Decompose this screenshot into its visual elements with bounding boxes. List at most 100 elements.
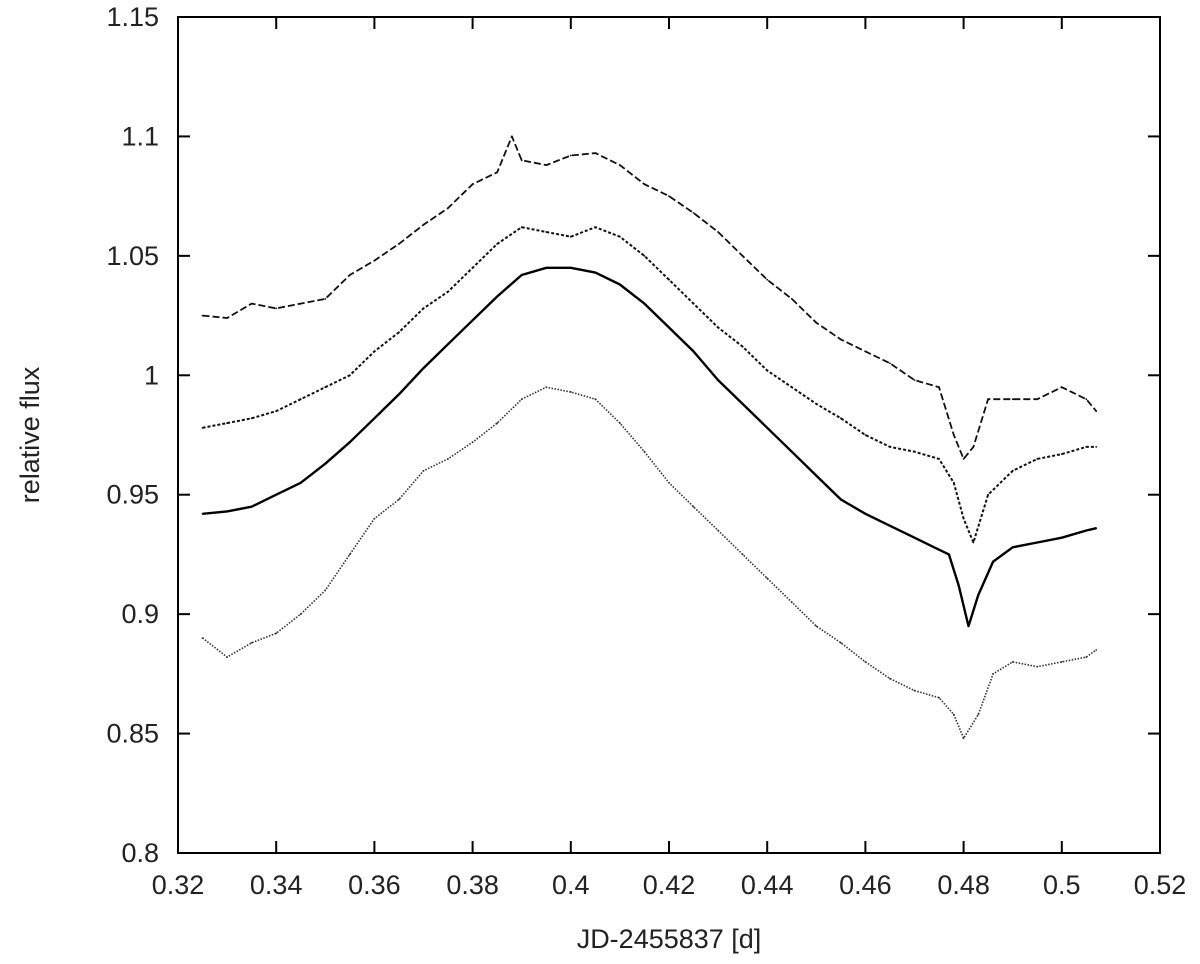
series-2 bbox=[201, 226, 1098, 544]
series-2-point bbox=[972, 541, 975, 544]
series-layer bbox=[201, 135, 1098, 740]
series-3-point bbox=[250, 505, 253, 508]
series-1-point bbox=[972, 446, 975, 448]
series-1-point bbox=[952, 434, 955, 436]
series-2-point bbox=[815, 403, 818, 405]
series-4-point bbox=[1060, 661, 1063, 663]
series-1-point bbox=[299, 302, 302, 305]
series-3-point bbox=[275, 493, 278, 496]
series-2-point bbox=[398, 331, 400, 334]
series-2-point bbox=[790, 386, 793, 389]
x-tick-label: 0.52 bbox=[1134, 870, 1187, 900]
series-2-point bbox=[324, 386, 327, 389]
series-3-point bbox=[545, 266, 548, 269]
series-1-point bbox=[766, 278, 769, 281]
series-4-point bbox=[815, 625, 818, 627]
series-4-point bbox=[299, 613, 302, 615]
x-axis-title: JD-2455837 [d] bbox=[577, 924, 762, 954]
series-4-point bbox=[1036, 665, 1039, 668]
series-1-point bbox=[692, 212, 695, 214]
series-2-point bbox=[569, 235, 572, 238]
series-4-point bbox=[952, 713, 955, 716]
series-4-point bbox=[201, 637, 204, 639]
series-2-point bbox=[545, 231, 548, 233]
series-3 bbox=[201, 266, 1098, 628]
y-tick-label: 1.1 bbox=[121, 121, 159, 151]
series-2-point bbox=[250, 417, 253, 420]
series-2-point bbox=[864, 434, 867, 436]
series-2-point bbox=[447, 290, 449, 293]
series-1-point bbox=[1011, 398, 1014, 401]
y-tick-label: 1.05 bbox=[106, 241, 159, 271]
series-4-point bbox=[594, 398, 597, 401]
series-1 bbox=[201, 135, 1098, 460]
series-4-point bbox=[471, 441, 474, 444]
series-1-point bbox=[840, 338, 842, 341]
series-3-point bbox=[1085, 529, 1088, 532]
series-2-point bbox=[1060, 453, 1063, 455]
series-3-point bbox=[520, 274, 523, 276]
series-1-point bbox=[815, 321, 818, 324]
series-4-point bbox=[496, 422, 499, 424]
series-4-point bbox=[913, 689, 916, 692]
series-2-point bbox=[717, 326, 719, 329]
y-tick-label: 1.15 bbox=[106, 2, 159, 32]
series-4-point bbox=[520, 398, 523, 401]
series-3-point bbox=[889, 524, 891, 527]
series-4-point bbox=[226, 656, 229, 658]
series-2-point bbox=[619, 235, 621, 238]
series-1-point bbox=[398, 243, 400, 245]
series-1-point bbox=[717, 231, 719, 233]
series-1-point bbox=[1085, 398, 1088, 401]
series-1-point bbox=[790, 298, 793, 300]
series-1-point bbox=[987, 398, 989, 401]
series-2-point bbox=[692, 302, 695, 305]
series-3-point bbox=[1060, 536, 1063, 539]
series-2-point bbox=[226, 422, 229, 424]
series-1-point bbox=[864, 350, 867, 353]
series-2-point bbox=[913, 450, 916, 453]
series-1-point bbox=[668, 195, 670, 198]
series-3-point bbox=[977, 594, 980, 596]
series-3-point bbox=[324, 462, 327, 465]
series-3-point bbox=[619, 283, 621, 286]
x-tick-label: 0.4 bbox=[552, 870, 590, 900]
series-1-point bbox=[250, 302, 253, 305]
series-4-point bbox=[373, 517, 376, 520]
series-4-point bbox=[668, 481, 670, 484]
series-4-point bbox=[569, 391, 572, 393]
series-3-point bbox=[840, 498, 842, 501]
series-4-point bbox=[692, 505, 695, 508]
x-axis-ticks: 0.32 0.34 0.36 0.38 0.4 0.42 0.44 0.46 0.48 0.5 0.… bbox=[152, 17, 1187, 900]
series-3-point bbox=[692, 350, 695, 353]
series-1-point bbox=[496, 171, 499, 174]
series-1-point bbox=[938, 386, 940, 389]
series-4-point bbox=[619, 422, 621, 424]
series-2-point bbox=[594, 226, 597, 229]
x-tick-label: 0.48 bbox=[937, 870, 990, 900]
series-2-point bbox=[741, 345, 744, 348]
series-1-point bbox=[569, 154, 572, 157]
series-3-point bbox=[864, 512, 867, 515]
x-tick-label: 0.46 bbox=[839, 870, 892, 900]
series-3-point bbox=[594, 271, 597, 274]
series-1-point bbox=[741, 255, 744, 257]
series-3-point bbox=[992, 560, 994, 563]
series-4-point bbox=[977, 713, 980, 716]
series-1-point bbox=[447, 207, 449, 210]
series-3-point bbox=[398, 393, 400, 396]
series-1-line bbox=[202, 135, 1097, 460]
series-4-point bbox=[250, 641, 253, 644]
series-2-point bbox=[766, 369, 769, 372]
series-2-point bbox=[348, 374, 351, 377]
series-2-point bbox=[840, 417, 842, 420]
series-3-point bbox=[741, 403, 744, 405]
series-4-point bbox=[324, 589, 327, 592]
y-axis-title: relative flux bbox=[15, 366, 45, 503]
series-4-point bbox=[1095, 649, 1098, 651]
series-3-point bbox=[933, 546, 935, 549]
x-tick-label: 0.5 bbox=[1043, 870, 1081, 900]
series-1-point bbox=[511, 135, 513, 138]
x-tick-label: 0.36 bbox=[348, 870, 401, 900]
